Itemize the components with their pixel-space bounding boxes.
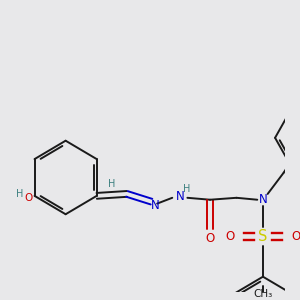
Text: H: H	[16, 189, 23, 199]
Text: H: H	[108, 179, 116, 189]
Text: N: N	[151, 199, 160, 212]
Text: S: S	[258, 229, 268, 244]
Text: O: O	[291, 230, 300, 243]
Text: O: O	[206, 232, 215, 245]
Text: O: O	[225, 230, 235, 243]
Text: N: N	[259, 193, 267, 206]
Text: O: O	[25, 193, 33, 203]
Text: CH₃: CH₃	[253, 289, 273, 299]
Text: H: H	[183, 184, 190, 194]
Text: N: N	[176, 190, 184, 203]
